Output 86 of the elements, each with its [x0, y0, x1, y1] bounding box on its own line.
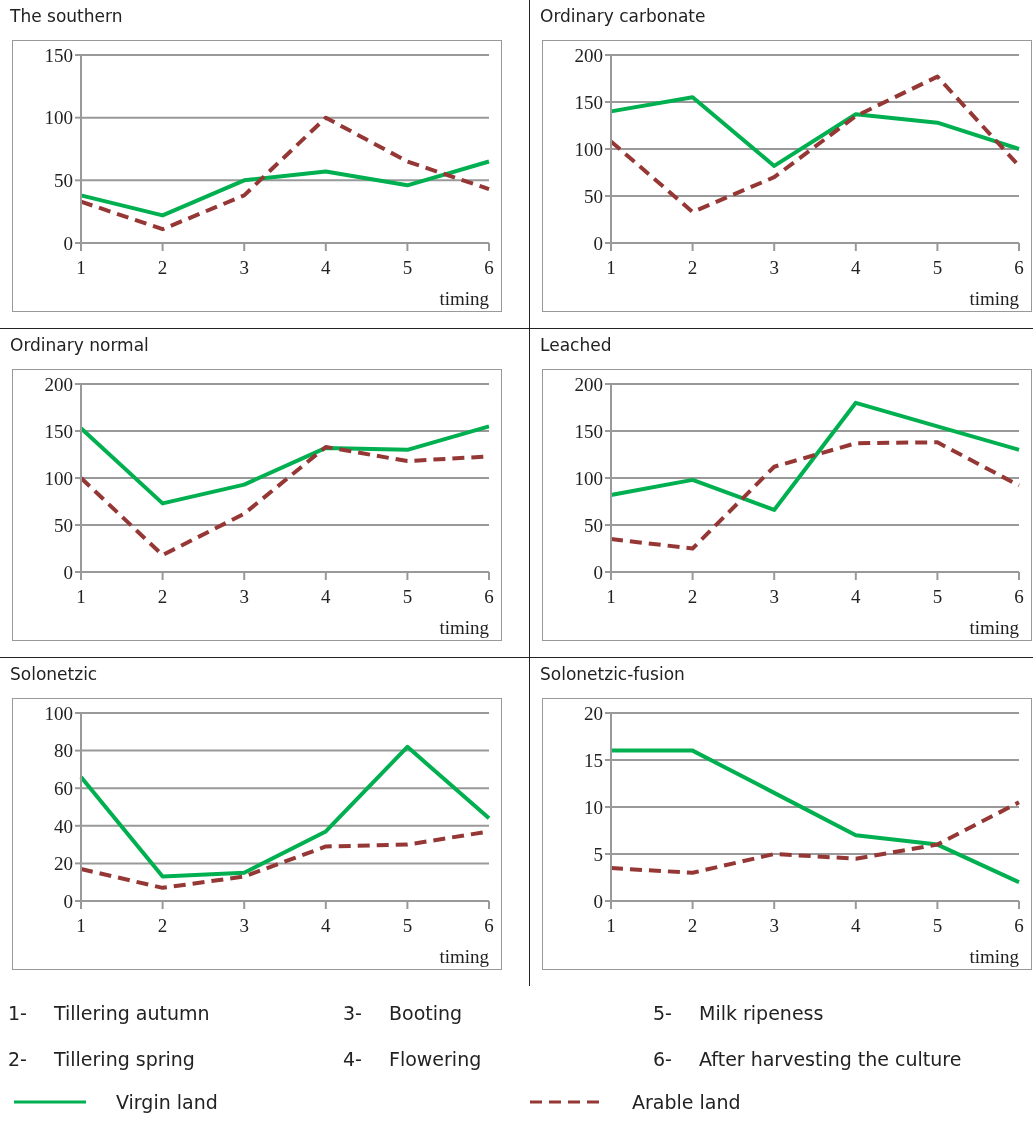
legend-label: Arable land	[632, 1091, 741, 1113]
chart-title: Solonetzic	[10, 664, 98, 684]
y-tick-label: 100	[44, 702, 73, 724]
x-tick-label: 3	[769, 586, 779, 608]
x-tick-label: 1	[606, 915, 616, 937]
y-tick-label: 150	[574, 91, 603, 113]
y-tick-label: 0	[593, 890, 603, 912]
y-tick-label: 50	[584, 514, 603, 536]
x-tick-label: 6	[484, 915, 494, 937]
y-tick-label: 0	[593, 561, 603, 583]
x-tick-label: 2	[157, 586, 168, 608]
y-tick-label: 20	[54, 853, 73, 875]
x-tick-label: 3	[239, 586, 249, 608]
y-tick-label: 5	[593, 843, 603, 865]
text: 3- Booting	[343, 1002, 463, 1024]
x-axis-title: timing	[439, 288, 490, 309]
x-tick-label: 1	[76, 586, 86, 608]
y-tick-label: 0	[593, 232, 603, 254]
x-tick-label: 6	[1014, 915, 1024, 937]
chart-title: Leached	[540, 335, 612, 355]
x-tick-label: 2	[687, 915, 698, 937]
y-tick-label: 100	[574, 467, 603, 489]
y-tick-label: 200	[574, 373, 603, 395]
y-tick-label: 0	[63, 890, 73, 912]
x-tick-label: 5	[932, 915, 943, 937]
y-tick-label: 150	[44, 420, 73, 442]
legend-label: Virgin land	[116, 1091, 218, 1113]
x-tick-label: 3	[769, 257, 779, 279]
y-tick-label: 40	[54, 815, 73, 837]
x-axis-title: timing	[439, 617, 490, 638]
x-tick-label: 4	[321, 257, 332, 279]
text: 5- Milk ripeness	[653, 1002, 824, 1024]
x-tick-label: 5	[932, 257, 943, 279]
x-tick-label: 3	[239, 257, 249, 279]
chart-title: Solonetzic-fusion	[540, 664, 685, 684]
y-tick-label: 80	[54, 740, 73, 762]
x-tick-label: 5	[932, 586, 943, 608]
y-tick-label: 100	[574, 138, 603, 160]
y-tick-label: 0	[63, 561, 73, 583]
y-tick-label: 60	[54, 777, 73, 799]
text: 4- Flowering	[343, 1048, 482, 1070]
x-tick-label: 3	[769, 915, 779, 937]
x-tick-label: 4	[321, 915, 332, 937]
x-axis-title: timing	[969, 946, 1020, 967]
x-tick-label: 2	[687, 257, 698, 279]
x-tick-label: 5	[402, 586, 413, 608]
x-tick-label: 3	[239, 915, 249, 937]
chart-title: Ordinary carbonate	[540, 6, 706, 26]
x-tick-label: 6	[1014, 586, 1024, 608]
x-tick-label: 4	[851, 586, 862, 608]
x-tick-label: 5	[402, 915, 413, 937]
x-tick-label: 6	[484, 257, 494, 279]
y-tick-label: 150	[44, 44, 73, 66]
x-tick-label: 4	[851, 915, 862, 937]
y-tick-label: 50	[54, 514, 73, 536]
x-tick-label: 2	[157, 915, 168, 937]
text: 6- After harvesting the culture	[653, 1048, 962, 1070]
chart-title: Ordinary normal	[10, 335, 149, 355]
x-axis-title: timing	[969, 617, 1020, 638]
x-axis-title: timing	[439, 946, 490, 967]
x-tick-label: 1	[76, 915, 86, 937]
chart-title: The southern	[10, 6, 123, 26]
text: 2- Tillering spring	[8, 1048, 195, 1070]
x-tick-label: 1	[76, 257, 86, 279]
x-tick-label: 2	[687, 586, 698, 608]
y-tick-label: 10	[584, 796, 603, 818]
y-tick-label: 100	[44, 107, 73, 129]
x-tick-label: 4	[321, 586, 332, 608]
x-tick-label: 6	[1014, 257, 1024, 279]
x-tick-label: 6	[484, 586, 494, 608]
y-tick-label: 200	[44, 373, 73, 395]
y-tick-label: 100	[44, 467, 73, 489]
x-tick-label: 1	[606, 257, 616, 279]
x-tick-label: 1	[606, 586, 616, 608]
text: 1- Tillering autumn	[8, 1002, 210, 1024]
x-tick-label: 5	[402, 257, 413, 279]
y-tick-label: 50	[54, 170, 73, 192]
y-tick-label: 50	[584, 185, 603, 207]
y-tick-label: 150	[574, 420, 603, 442]
x-axis-title: timing	[969, 288, 1020, 309]
y-tick-label: 20	[584, 702, 603, 724]
y-tick-label: 0	[63, 232, 73, 254]
x-tick-label: 4	[851, 257, 862, 279]
y-tick-label: 200	[574, 44, 603, 66]
x-tick-label: 2	[157, 257, 168, 279]
y-tick-label: 15	[584, 749, 603, 771]
